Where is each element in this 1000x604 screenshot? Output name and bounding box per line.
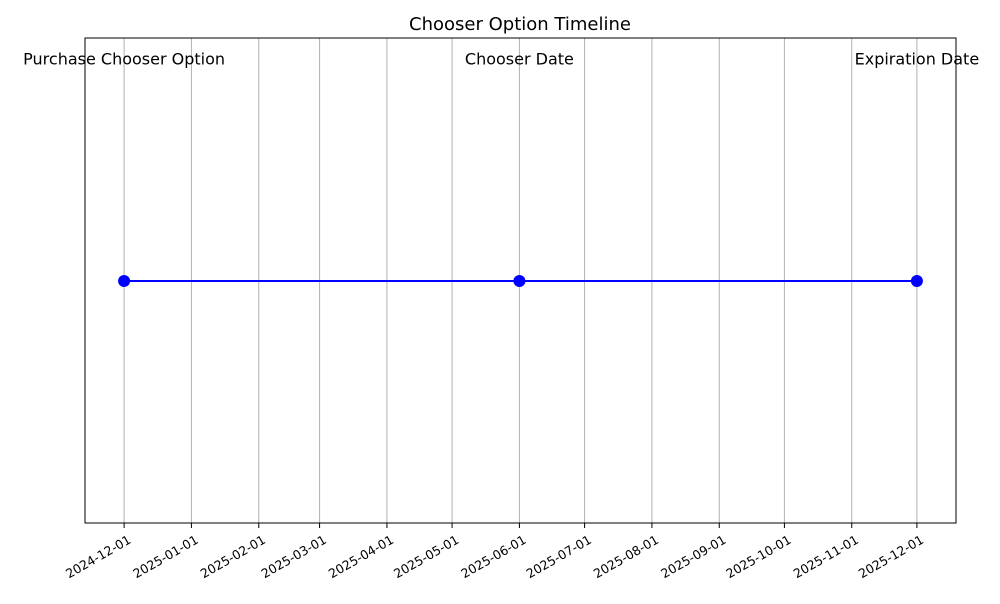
x-tick-label: 2025-01-01 [130,532,200,581]
event-point [513,275,526,287]
x-tick-label: 2025-09-01 [658,532,728,581]
event-label: Expiration Date [855,50,980,69]
event-point [910,275,923,287]
event-label-layer: Purchase Chooser Option Chooser Date Expir… [23,50,979,69]
x-tick-label: 2025-02-01 [198,532,268,581]
x-tick-label: 2025-07-01 [523,532,593,581]
x-tick-layer: 2024-12-012025-01-012025-02-012025-03-01… [63,523,926,581]
event-label: Purchase Chooser Option [23,50,225,69]
x-tick-label: 2024-12-01 [63,532,133,581]
x-tick-label: 2025-08-01 [591,532,661,581]
event-point [118,275,131,287]
x-tick-label: 2025-06-01 [458,532,528,581]
x-tick-label: 2025-03-01 [258,532,328,581]
x-tick-label: 2025-11-01 [791,532,861,581]
x-tick-label: 2025-05-01 [391,532,461,581]
event-label: Chooser Date [465,50,574,69]
chart-title: Chooser Option Timeline [409,14,631,35]
x-tick-label: 2025-04-01 [326,532,396,581]
series-layer [118,275,923,287]
x-tick-label: 2025-12-01 [856,532,926,581]
x-tick-label: 2025-10-01 [723,532,793,581]
plot-frame [84,37,957,524]
